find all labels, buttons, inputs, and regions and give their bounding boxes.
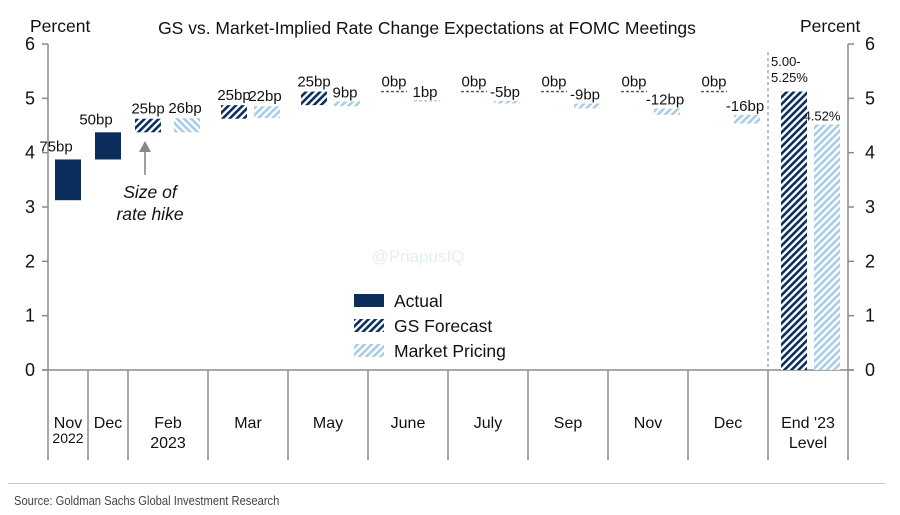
bar-actual-label: 75bp bbox=[39, 138, 72, 155]
y-tick-label-right: 6 bbox=[865, 34, 875, 54]
x-tick-label: End '23 bbox=[781, 415, 835, 432]
y-axis-label-right: Percent bbox=[800, 16, 860, 36]
bar-label-level-gs-line1: 5.00- bbox=[771, 54, 801, 69]
y-tick-label-left: 4 bbox=[25, 143, 35, 163]
legend-swatch bbox=[354, 344, 384, 357]
y-tick-label-right: 0 bbox=[865, 360, 875, 380]
annotation: Size of rate hike bbox=[116, 141, 184, 224]
bar-gs-forecast-label: 0bp bbox=[621, 74, 646, 91]
watermark: @PriapusIQ bbox=[372, 247, 465, 266]
y-tick-label-left: 5 bbox=[25, 88, 35, 108]
legend-label: Actual bbox=[394, 291, 443, 311]
bar-market-pricing-label: -12bp bbox=[646, 91, 684, 108]
bar-market-pricing-label: 1bp bbox=[412, 84, 437, 101]
bar-market-pricing bbox=[174, 118, 200, 133]
bar-gs-forecast-label: 0bp bbox=[541, 74, 566, 91]
bars bbox=[55, 90, 840, 370]
bar-market-pricing-label: 9bp bbox=[332, 84, 357, 101]
bar-market-pricing-label: 22bp bbox=[248, 88, 281, 105]
bar-gs-forecast bbox=[221, 105, 247, 119]
x-tick-label: Nov bbox=[634, 415, 662, 432]
bar-gs-forecast-label: 25bp bbox=[297, 74, 330, 91]
bar-market-pricing bbox=[734, 114, 760, 124]
y-tick-label-left: 0 bbox=[25, 360, 35, 380]
y-tick-label-right: 2 bbox=[865, 251, 875, 271]
bar-market-pricing bbox=[494, 100, 520, 104]
bar-gs-forecast bbox=[781, 91, 807, 370]
x-tick-sublabel: 2023 bbox=[150, 435, 186, 452]
annotation-text-line1: Size of bbox=[123, 182, 179, 202]
legend-swatch bbox=[354, 319, 384, 332]
bar-gs-forecast-label: 0bp bbox=[461, 74, 486, 91]
y-tick-label-left: 2 bbox=[25, 251, 35, 271]
source-divider bbox=[8, 483, 885, 484]
y-tick-label-left: 1 bbox=[25, 306, 35, 326]
y-axis-label-left: Percent bbox=[30, 16, 90, 36]
bar-gs-forecast-label: 0bp bbox=[381, 74, 406, 91]
bar-actual-label: 50bp bbox=[79, 111, 112, 128]
x-tick-label: Dec bbox=[714, 415, 742, 432]
bar-actual bbox=[55, 159, 81, 201]
bar-market-pricing bbox=[334, 101, 360, 107]
source-note: Source: Goldman Sachs Global Investment … bbox=[14, 493, 280, 508]
x-tick-label: Sep bbox=[554, 415, 583, 432]
annotation-arrow-head bbox=[139, 141, 151, 152]
bar-gs-forecast bbox=[135, 118, 161, 133]
bar-gs-forecast-label: 0bp bbox=[701, 74, 726, 91]
x-tick-label: Mar bbox=[234, 415, 262, 432]
x-tick-label: Dec bbox=[94, 415, 122, 432]
bar-market-pricing bbox=[254, 106, 280, 119]
chart-title: GS vs. Market-Implied Rate Change Expect… bbox=[158, 18, 696, 38]
legend-swatch bbox=[354, 294, 384, 307]
y-tick-label-right: 1 bbox=[865, 306, 875, 326]
bar-market-pricing bbox=[654, 108, 680, 115]
y-tick-label-left: 3 bbox=[25, 197, 35, 217]
y-tick-label-right: 3 bbox=[865, 197, 875, 217]
bar-market-pricing bbox=[574, 103, 600, 109]
legend-label: Market Pricing bbox=[394, 341, 506, 361]
x-tick-label: June bbox=[391, 415, 426, 432]
bar-market-pricing bbox=[814, 124, 840, 370]
bar-gs-forecast bbox=[301, 91, 327, 106]
y-tick-label-right: 5 bbox=[865, 88, 875, 108]
bar-market-pricing-label: -5bp bbox=[490, 84, 520, 101]
bar-market-pricing-label: -9bp bbox=[570, 87, 600, 104]
bar-label-level-gs-line2: 5.25% bbox=[771, 70, 808, 85]
x-tick-label: Feb bbox=[154, 415, 182, 432]
x-tick-label: July bbox=[474, 415, 502, 432]
legend-label: GS Forecast bbox=[394, 316, 492, 336]
y-tick-label-right: 4 bbox=[865, 143, 875, 163]
bar-label-level-market: 4.52% bbox=[804, 108, 841, 123]
legend: Actual GS Forecast Market Pricing bbox=[354, 291, 506, 361]
bar-market-pricing-label: 26bp bbox=[168, 100, 201, 117]
x-tick-label: May bbox=[313, 415, 343, 432]
y-tick-label-left: 6 bbox=[25, 34, 35, 54]
bar-market-pricing-label: -16bp bbox=[726, 98, 764, 115]
bar-labels: 75bp 50bp 25bp 25bp 25bp 0bp 0bp 0bp 0bp 0bp 5.00-… bbox=[39, 54, 841, 155]
annotation-text-line2: rate hike bbox=[116, 204, 183, 224]
bar-gs-forecast-label: 25bp bbox=[131, 101, 164, 118]
bar-gs-forecast-label: 25bp bbox=[217, 87, 250, 104]
bar-actual bbox=[95, 132, 121, 160]
x-tick-sublabel: 2022 bbox=[52, 430, 83, 446]
x-tick-sublabel: Level bbox=[789, 435, 827, 452]
x-tick-label: Nov bbox=[54, 415, 82, 432]
